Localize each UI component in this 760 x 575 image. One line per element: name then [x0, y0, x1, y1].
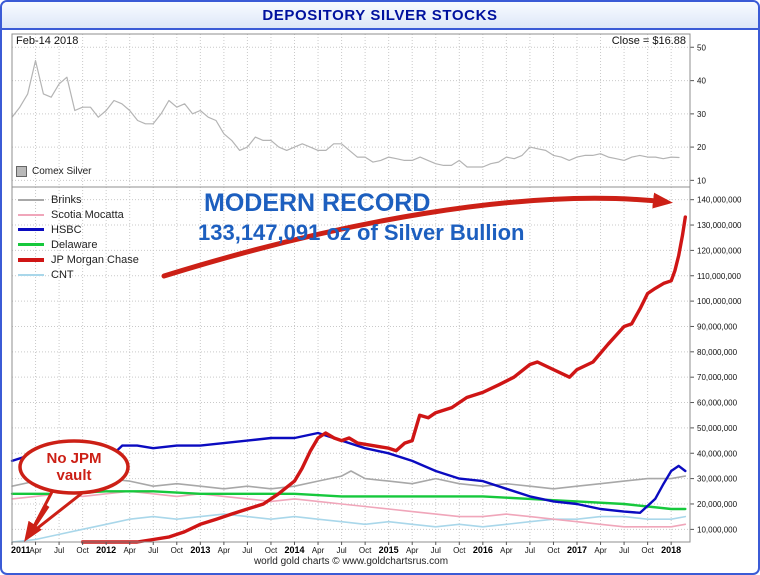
- svg-text:50: 50: [697, 43, 706, 52]
- svg-text:Apr: Apr: [594, 546, 607, 555]
- modern-record-value: 133,147,091 oz of Silver Bullion: [198, 220, 525, 245]
- svg-text:Apr: Apr: [500, 546, 513, 555]
- legend-label-delaware: Delaware: [51, 238, 98, 251]
- brinks-color-swatch: [18, 198, 44, 201]
- svg-text:Jul: Jul: [431, 546, 441, 555]
- legend-item-delaware: Delaware: [18, 237, 139, 252]
- svg-text:30: 30: [697, 110, 706, 119]
- svg-text:60,000,000: 60,000,000: [697, 399, 738, 408]
- scotia-mocatta-color-swatch: [18, 213, 44, 216]
- legend-label-cnt: CNT: [51, 268, 74, 281]
- date-label: Feb-14 2018: [16, 35, 79, 47]
- svg-text:Oct: Oct: [641, 546, 654, 555]
- comex-silver-legend: Comex Silver: [16, 166, 91, 177]
- svg-text:2015: 2015: [379, 545, 399, 555]
- svg-text:Jul: Jul: [619, 546, 629, 555]
- svg-text:30,000,000: 30,000,000: [697, 475, 738, 484]
- svg-text:Oct: Oct: [547, 546, 560, 555]
- svg-text:40,000,000: 40,000,000: [697, 449, 738, 458]
- svg-text:Apr: Apr: [218, 546, 231, 555]
- legend-label-brinks: Brinks: [51, 193, 82, 206]
- svg-text:40: 40: [697, 77, 706, 86]
- svg-text:120,000,000: 120,000,000: [697, 246, 742, 255]
- legend-item-jp-morgan-chase: JP Morgan Chase: [18, 252, 139, 267]
- legend-item-scotia-mocatta: Scotia Mocatta: [18, 207, 139, 222]
- svg-text:70,000,000: 70,000,000: [697, 373, 738, 382]
- jp-morgan-chase-color-swatch: [18, 257, 44, 262]
- svg-text:2018: 2018: [661, 545, 681, 555]
- legend-label-scotia-mocatta: Scotia Mocatta: [51, 208, 124, 221]
- series-cnt: [11, 513, 687, 543]
- close-label: Close = $16.88: [611, 35, 686, 47]
- svg-text:2014: 2014: [284, 545, 304, 555]
- svg-text:Apr: Apr: [312, 546, 325, 555]
- legend-label-hsbc: HSBC: [51, 223, 82, 236]
- svg-text:Jul: Jul: [148, 546, 158, 555]
- svg-text:50,000,000: 50,000,000: [697, 424, 738, 433]
- svg-text:Jul: Jul: [54, 546, 64, 555]
- svg-text:20,000,000: 20,000,000: [697, 500, 738, 509]
- svg-text:Apr: Apr: [29, 546, 42, 555]
- series-jp-morgan-chase: [80, 215, 687, 544]
- svg-text:100,000,000: 100,000,000: [697, 297, 742, 306]
- vertical-gridlines: [35, 34, 672, 542]
- svg-text:80,000,000: 80,000,000: [697, 348, 738, 357]
- delaware-color-swatch: [18, 243, 44, 246]
- svg-text:2013: 2013: [190, 545, 210, 555]
- svg-text:20: 20: [697, 143, 706, 152]
- svg-text:140,000,000: 140,000,000: [697, 196, 742, 205]
- page-title: DEPOSITORY SILVER STOCKS: [262, 6, 498, 24]
- series-delaware: [10, 490, 687, 511]
- svg-text:Oct: Oct: [359, 546, 372, 555]
- svg-text:10: 10: [697, 176, 706, 185]
- cnt-color-swatch: [18, 273, 44, 276]
- svg-text:110,000,000: 110,000,000: [697, 272, 741, 281]
- bubble-line-2: vault: [56, 466, 92, 484]
- footer-credit: world gold charts © www.goldchartsrus.co…: [253, 556, 449, 567]
- svg-text:Jul: Jul: [525, 546, 535, 555]
- svg-text:2017: 2017: [567, 545, 587, 555]
- legend-label-jp-morgan-chase: JP Morgan Chase: [51, 253, 139, 266]
- modern-record-title: MODERN RECORD: [204, 189, 431, 217]
- svg-text:90,000,000: 90,000,000: [697, 322, 738, 331]
- bubble-line-1: No JPM: [46, 450, 102, 467]
- svg-text:10,000,000: 10,000,000: [697, 525, 738, 534]
- hsbc-color-swatch: [18, 228, 44, 231]
- legend-item-hsbc: HSBC: [18, 222, 139, 237]
- no-jpm-vault-bubble-text: No JPM vault: [20, 450, 128, 484]
- svg-text:Jul: Jul: [336, 546, 346, 555]
- plot-border: [11, 33, 691, 543]
- svg-text:130,000,000: 130,000,000: [697, 221, 742, 230]
- price-series: [11, 59, 680, 168]
- svg-text:Oct: Oct: [265, 546, 278, 555]
- svg-text:Apr: Apr: [406, 546, 419, 555]
- svg-text:Oct: Oct: [171, 546, 184, 555]
- series-comex-silver: [11, 59, 680, 168]
- svg-text:2011: 2011: [11, 545, 31, 555]
- legend: Brinks Scotia Mocatta HSBC Delaware JP M…: [18, 192, 139, 282]
- legend-item-brinks: Brinks: [18, 192, 139, 207]
- title-bar: DEPOSITORY SILVER STOCKS: [2, 2, 758, 30]
- comex-silver-swatch-icon: [16, 166, 27, 177]
- legend-item-cnt: CNT: [18, 267, 139, 282]
- svg-text:2012: 2012: [96, 545, 116, 555]
- svg-text:Oct: Oct: [453, 546, 466, 555]
- price-grid: 10 20 30 40 50: [12, 43, 706, 185]
- svg-text:Oct: Oct: [76, 546, 89, 555]
- svg-text:Apr: Apr: [123, 546, 136, 555]
- svg-text:Jul: Jul: [242, 546, 252, 555]
- svg-text:2016: 2016: [473, 545, 493, 555]
- comex-silver-label: Comex Silver: [32, 166, 92, 177]
